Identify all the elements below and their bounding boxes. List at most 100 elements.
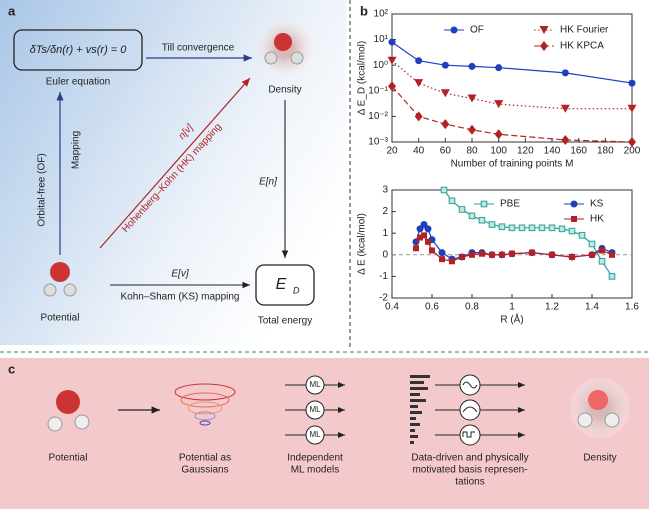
atom — [274, 33, 292, 51]
point — [589, 252, 595, 258]
y-tick-label: 0 — [382, 249, 388, 260]
x-tick-label: 20 — [386, 146, 398, 157]
point — [499, 224, 505, 230]
label: Total energy — [258, 316, 312, 327]
ml-label: ML — [309, 430, 321, 439]
point — [429, 247, 435, 253]
x-tick-label: 100 — [490, 146, 507, 157]
caption: Potential as — [179, 453, 231, 464]
atom — [64, 284, 76, 296]
energy-symbol: E — [276, 276, 287, 293]
point — [479, 251, 485, 257]
point — [599, 247, 605, 253]
label: Potential — [41, 313, 80, 324]
point — [609, 252, 615, 258]
caption: Potential — [49, 453, 88, 464]
point — [561, 135, 569, 145]
label: E[n] — [259, 177, 277, 188]
point — [599, 258, 605, 264]
point — [439, 249, 446, 256]
point — [459, 207, 465, 213]
x-tick-label: 180 — [597, 146, 614, 157]
panel-c-bg — [0, 358, 649, 509]
point — [413, 245, 419, 251]
y-tick-label: 10⁰ — [373, 60, 388, 71]
point — [559, 226, 565, 232]
legend-label: OF — [470, 25, 484, 36]
caption: Density — [583, 453, 616, 464]
point — [469, 63, 476, 70]
atom — [291, 52, 303, 64]
x-tick-label: 80 — [466, 146, 478, 157]
y-tick-label: -2 — [379, 293, 388, 304]
x-tick-label: 160 — [570, 146, 587, 157]
y-tick-label: 10⁻³ — [368, 137, 388, 148]
point — [415, 111, 423, 121]
point — [489, 252, 495, 258]
series-line — [416, 235, 612, 261]
x-tick-label: 40 — [413, 146, 425, 157]
point — [495, 64, 502, 71]
point — [539, 225, 545, 231]
point — [549, 252, 555, 258]
point — [441, 119, 449, 129]
figure: a δTs/δn(r) + vs(r) = 0 Euler equation T… — [0, 0, 649, 509]
label: Density — [268, 85, 301, 96]
basis-icons — [435, 375, 525, 445]
atom — [56, 390, 80, 414]
x-tick-label: 1.2 — [545, 302, 559, 313]
point — [495, 129, 503, 139]
y-tick-label: 10⁻¹ — [368, 85, 388, 96]
label: E[v] — [171, 269, 188, 280]
y-tick-label: 3 — [382, 185, 388, 196]
point — [529, 225, 535, 231]
point — [479, 217, 485, 223]
point — [571, 201, 578, 208]
series-line — [392, 86, 632, 142]
atom — [265, 52, 277, 64]
point — [459, 254, 465, 260]
point — [468, 125, 476, 135]
point — [439, 256, 445, 262]
y-axis-label: Δ E_D (kcal/mol) — [357, 41, 368, 115]
point — [571, 216, 577, 222]
atom — [588, 390, 608, 410]
atom — [75, 415, 89, 429]
atom — [605, 413, 619, 427]
panel-label: c — [8, 361, 15, 376]
atom — [578, 413, 592, 427]
y-axis-label: Δ E (kcal/mol) — [357, 213, 368, 275]
x-tick-label: 0.8 — [465, 302, 479, 313]
point — [509, 225, 515, 231]
point — [579, 233, 585, 239]
point — [529, 250, 535, 256]
legend-label: KS — [590, 199, 604, 210]
point — [519, 225, 525, 231]
x-tick-label: 200 — [624, 146, 641, 157]
point — [481, 201, 487, 207]
y-tick-label: -1 — [379, 271, 388, 282]
caption: Data-driven and physically — [411, 453, 528, 464]
y-tick-label: 10⁻² — [368, 111, 388, 122]
point — [562, 69, 569, 76]
point — [569, 228, 575, 234]
y-tick-label: 1 — [382, 228, 388, 239]
point — [629, 80, 636, 87]
point — [569, 254, 575, 260]
y-tick-label: 2 — [382, 206, 388, 217]
ml-label: ML — [309, 380, 321, 389]
legend-label: HK Fourier — [560, 25, 609, 36]
ml-label: ML — [309, 405, 321, 414]
label: Mapping — [71, 131, 82, 169]
point — [415, 57, 422, 64]
caption: ML models — [291, 465, 340, 476]
point — [451, 27, 458, 34]
point — [425, 239, 431, 245]
atom — [48, 417, 62, 431]
x-axis-label: Number of training points M — [451, 159, 574, 170]
caption: tations — [455, 477, 484, 488]
point — [414, 79, 423, 87]
point — [421, 232, 427, 238]
legend-label: PBE — [500, 199, 520, 210]
point — [509, 251, 515, 257]
